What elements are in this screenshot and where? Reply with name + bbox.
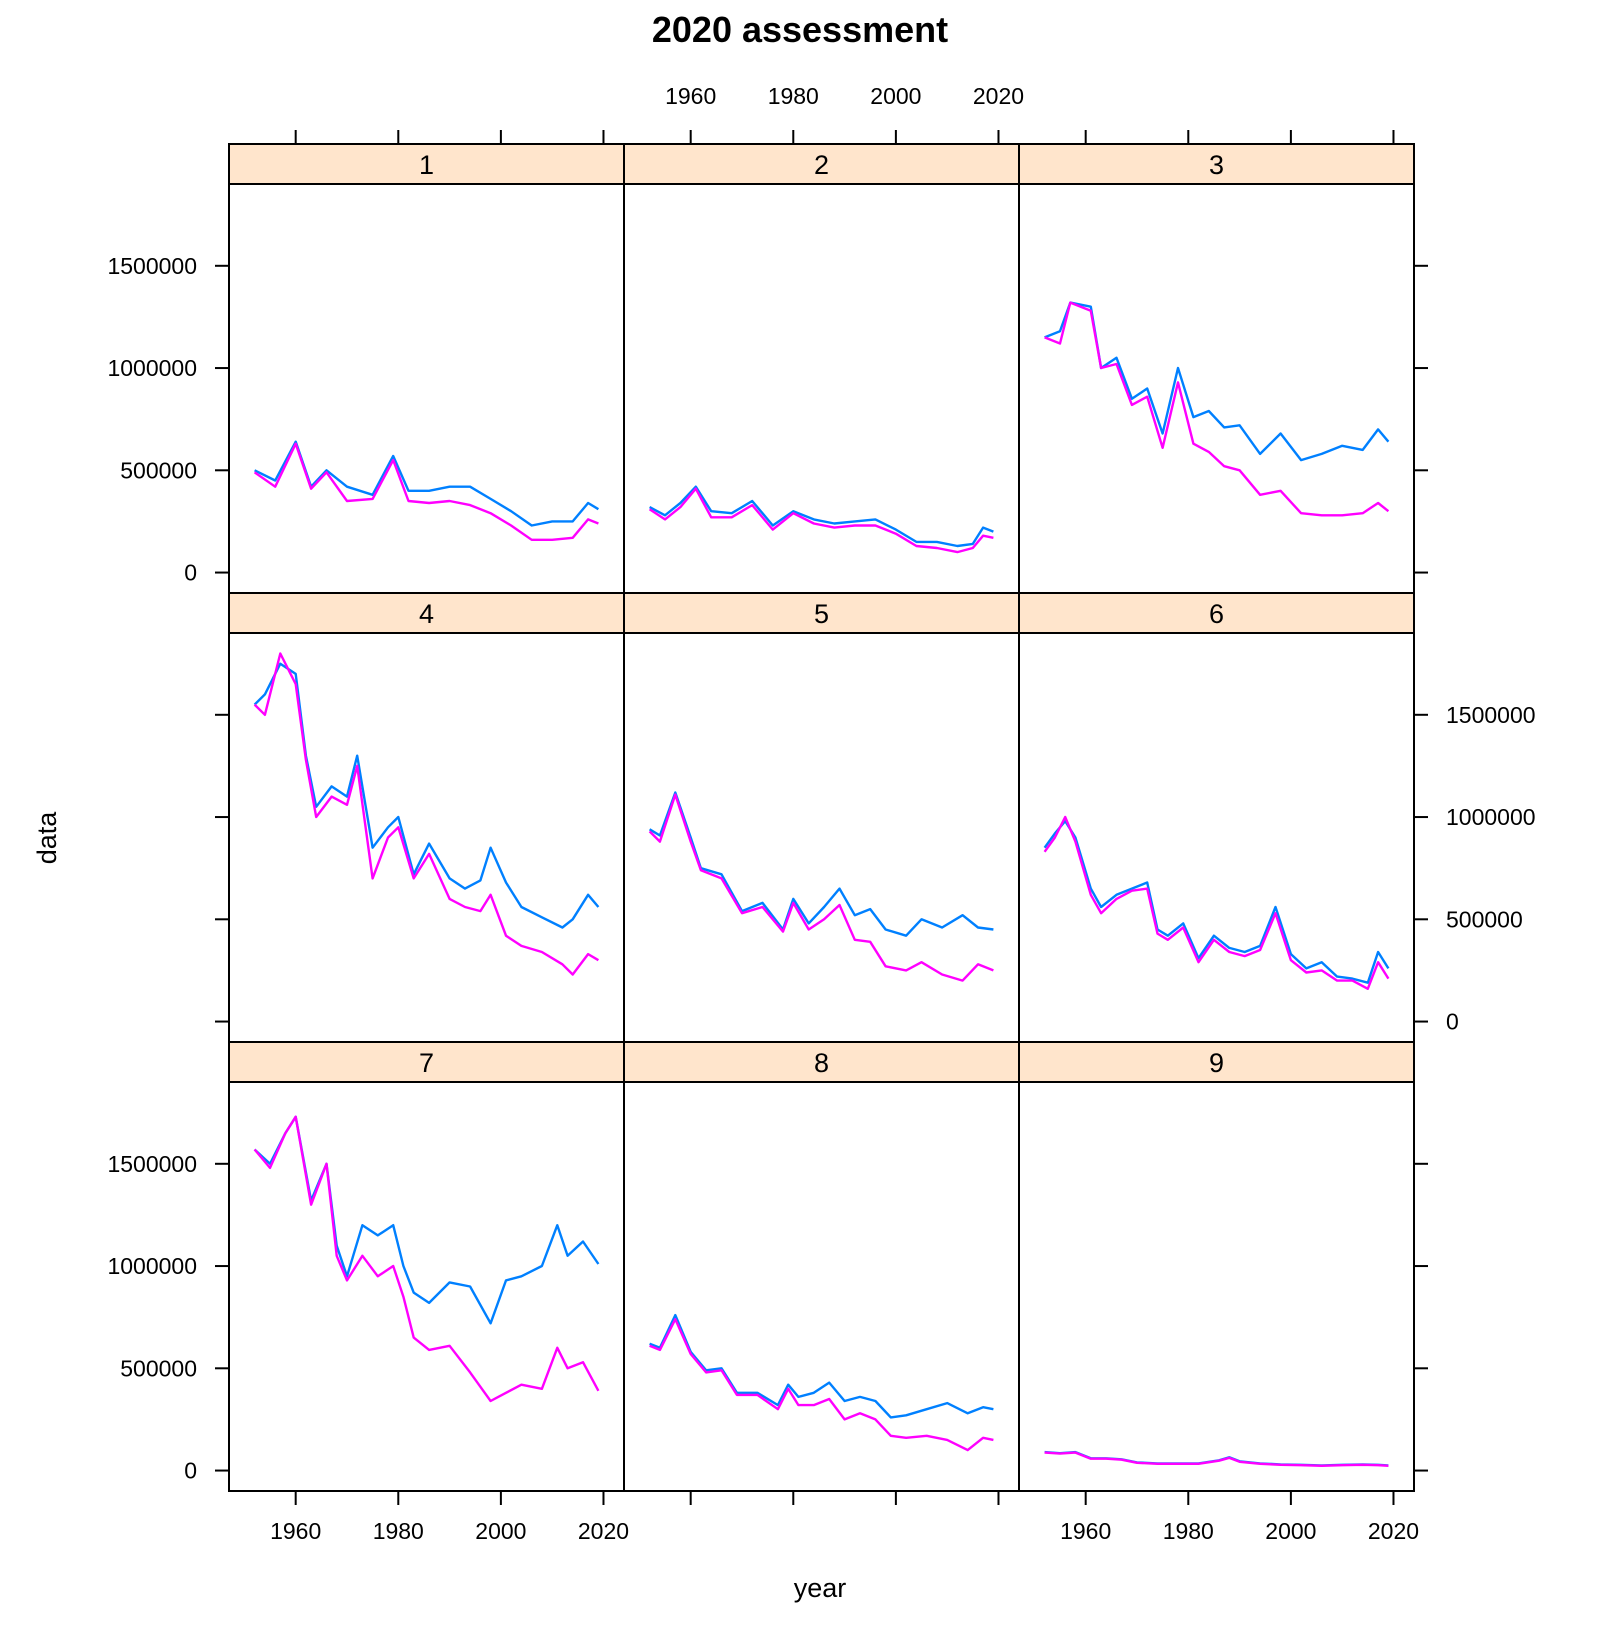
panel-strip-label: 7 bbox=[419, 1048, 434, 1078]
series-line-1 bbox=[253, 662, 600, 929]
x-tick-label: 1980 bbox=[373, 1518, 424, 1544]
series-line-2 bbox=[1043, 815, 1390, 990]
x-axis-title: year bbox=[794, 1573, 847, 1603]
y-tick-label: 500000 bbox=[120, 457, 197, 483]
panel-strip bbox=[623, 1041, 1020, 1083]
panel-strip-label: 6 bbox=[1209, 599, 1224, 629]
x-tick-label: 1960 bbox=[270, 1518, 321, 1544]
panel-strip-label: 9 bbox=[1209, 1048, 1224, 1078]
x-tick-label: 2000 bbox=[870, 83, 921, 109]
x-tick-label: 2000 bbox=[1265, 1518, 1316, 1544]
series-line-2 bbox=[253, 1115, 600, 1403]
y-tick-label: 1500000 bbox=[107, 1151, 197, 1177]
panel-strip-label: 1 bbox=[419, 150, 434, 180]
chart-title: 2020 assessment bbox=[652, 9, 948, 50]
y-tick-label: 1000000 bbox=[1446, 804, 1536, 830]
x-tick-label: 2020 bbox=[578, 1518, 629, 1544]
y-tick-label: 500000 bbox=[120, 1355, 197, 1381]
panel-strip bbox=[1018, 143, 1415, 185]
series-line-2 bbox=[1044, 301, 1390, 517]
series-line-1 bbox=[649, 1313, 994, 1419]
series-line-2 bbox=[253, 652, 600, 976]
x-tick-label: 1980 bbox=[768, 83, 819, 109]
series-line-1 bbox=[253, 1115, 600, 1325]
x-tick-label: 1960 bbox=[1060, 1518, 1111, 1544]
series-line-1 bbox=[648, 791, 994, 937]
panel-frame bbox=[228, 183, 625, 594]
panel-strip-label: 8 bbox=[814, 1048, 829, 1078]
x-tick-label: 1980 bbox=[1163, 1518, 1214, 1544]
panel-frame bbox=[228, 632, 625, 1043]
panel-strip bbox=[1018, 592, 1415, 634]
x-tick-label: 2000 bbox=[475, 1518, 526, 1544]
y-tick-label: 1500000 bbox=[107, 253, 197, 279]
series-line-1 bbox=[1043, 819, 1390, 984]
panel-frame bbox=[623, 183, 1020, 594]
panel-strip-label: 4 bbox=[419, 599, 434, 629]
series-line-2 bbox=[648, 487, 994, 554]
panel-frame bbox=[623, 1081, 1020, 1492]
panel-frame bbox=[1018, 183, 1415, 594]
series-line-2 bbox=[648, 793, 994, 982]
y-tick-label: 0 bbox=[184, 1458, 197, 1484]
series-line-1 bbox=[649, 485, 994, 548]
panel-strip-label: 3 bbox=[1209, 150, 1224, 180]
series-line-1 bbox=[1044, 301, 1390, 462]
panel-strip bbox=[228, 143, 625, 185]
series-line-1 bbox=[254, 440, 600, 527]
series-line-2 bbox=[649, 1317, 994, 1452]
y-tick-label: 0 bbox=[184, 560, 197, 586]
panel-strip bbox=[623, 143, 1020, 185]
panel-frame bbox=[1018, 1081, 1415, 1492]
y-tick-label: 1500000 bbox=[1446, 702, 1536, 728]
x-tick-label: 2020 bbox=[1368, 1518, 1419, 1544]
panel-strip bbox=[228, 592, 625, 634]
panel-strip-label: 5 bbox=[814, 599, 829, 629]
panel-strip-label: 2 bbox=[814, 150, 829, 180]
panel-frame bbox=[228, 1081, 625, 1492]
y-tick-label: 1000000 bbox=[107, 1253, 197, 1279]
series-line-2 bbox=[1044, 1451, 1389, 1468]
x-tick-label: 1960 bbox=[665, 83, 716, 109]
y-axis-title: data bbox=[32, 811, 62, 865]
y-tick-label: 0 bbox=[1446, 1009, 1459, 1035]
series-line-2 bbox=[253, 442, 599, 541]
y-tick-label: 1000000 bbox=[107, 355, 197, 381]
x-tick-label: 2020 bbox=[973, 83, 1024, 109]
y-tick-label: 500000 bbox=[1446, 906, 1523, 932]
